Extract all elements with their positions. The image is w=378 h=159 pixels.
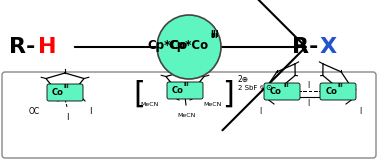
Text: Co: Co xyxy=(51,88,63,97)
Text: III: III xyxy=(283,83,289,88)
Text: III: III xyxy=(64,84,70,89)
Text: III: III xyxy=(210,33,217,39)
Text: R-: R- xyxy=(9,37,35,57)
Text: Co: Co xyxy=(325,87,337,96)
Text: III: III xyxy=(210,30,218,39)
FancyBboxPatch shape xyxy=(2,72,376,158)
FancyBboxPatch shape xyxy=(47,84,83,101)
FancyBboxPatch shape xyxy=(264,83,300,100)
Text: [: [ xyxy=(133,80,145,108)
Text: Co: Co xyxy=(171,86,183,95)
Text: 2⊕: 2⊕ xyxy=(238,76,249,84)
Text: MeCN: MeCN xyxy=(141,101,159,107)
Text: Cp*Co: Cp*Co xyxy=(168,38,208,52)
FancyBboxPatch shape xyxy=(320,83,356,100)
Text: R-: R- xyxy=(291,37,318,57)
Text: I: I xyxy=(259,107,261,115)
Text: MeCN: MeCN xyxy=(178,113,196,118)
Text: Cp*Co: Cp*Co xyxy=(147,38,187,52)
Text: I: I xyxy=(307,98,309,107)
FancyBboxPatch shape xyxy=(167,82,203,99)
Text: III: III xyxy=(184,82,190,87)
Text: OC: OC xyxy=(29,107,40,115)
Text: H: H xyxy=(38,37,56,57)
Text: MeCN: MeCN xyxy=(203,101,222,107)
Text: ⊙: ⊙ xyxy=(265,83,271,93)
Text: 2 SbF: 2 SbF xyxy=(238,85,257,91)
Text: X: X xyxy=(320,37,337,57)
Circle shape xyxy=(157,15,221,79)
Text: III: III xyxy=(338,83,344,88)
Text: ]: ] xyxy=(222,80,234,108)
Text: I: I xyxy=(66,113,68,122)
Text: Co: Co xyxy=(269,87,281,96)
Text: I: I xyxy=(359,107,361,115)
Text: I: I xyxy=(307,80,309,90)
Text: 6: 6 xyxy=(260,85,263,90)
Text: I: I xyxy=(89,107,91,115)
